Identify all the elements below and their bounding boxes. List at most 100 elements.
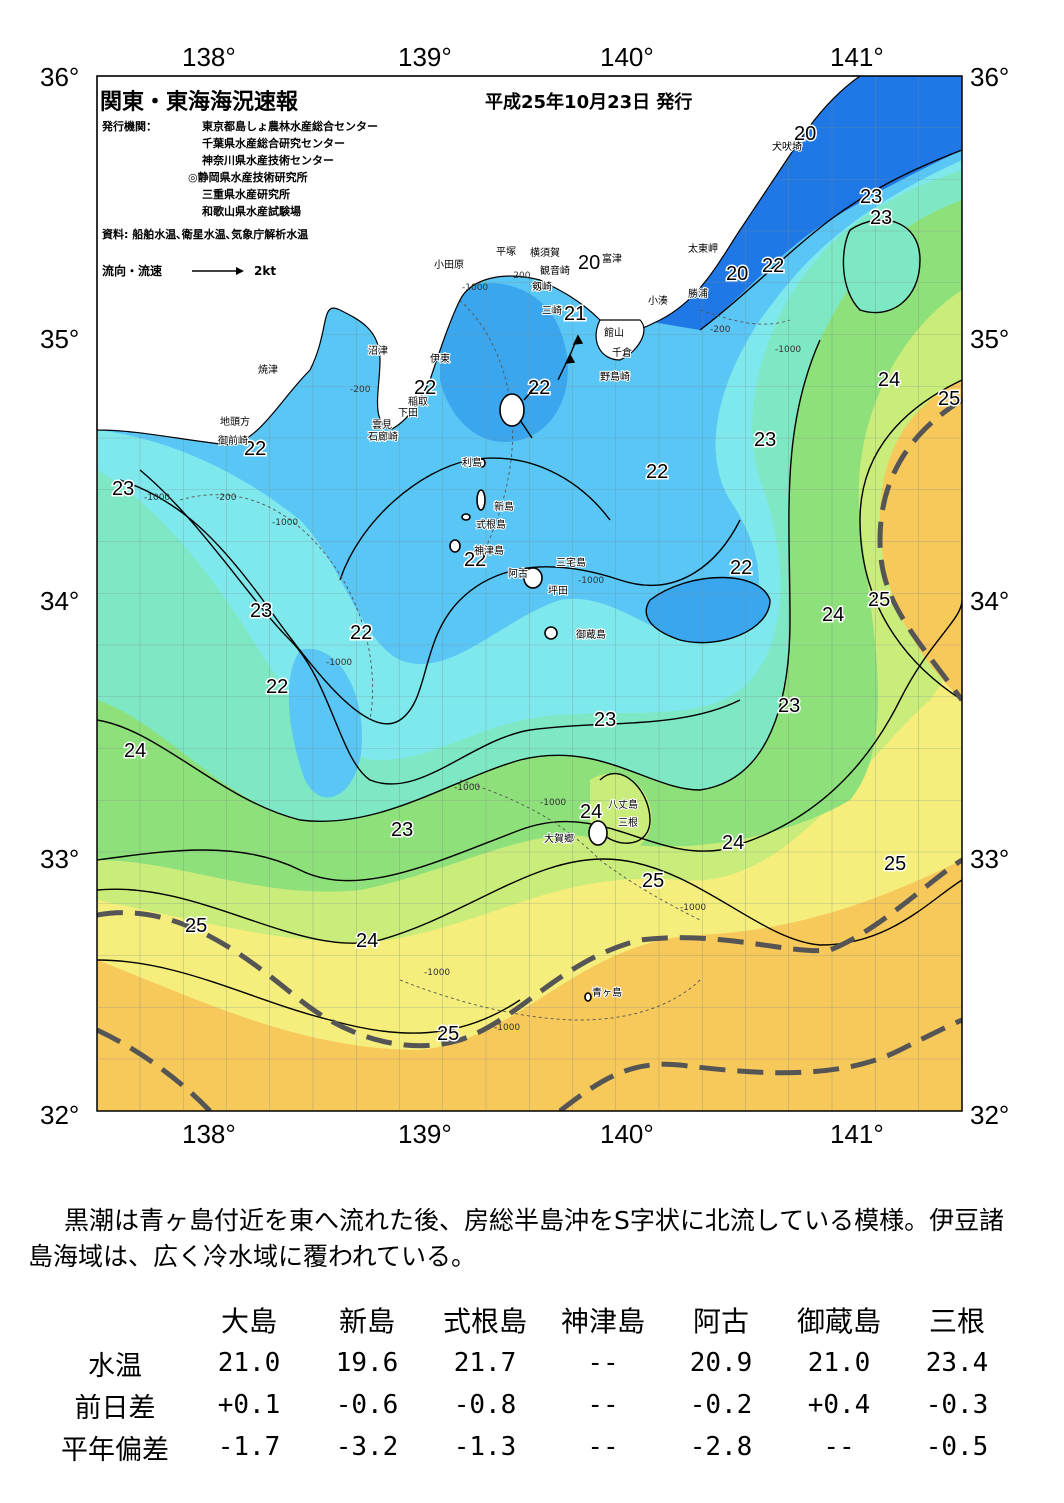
lat-label: 32°: [40, 1100, 79, 1130]
publisher-key: 発行機関：: [102, 120, 157, 133]
table-cell: 21.0: [807, 1348, 871, 1378]
place-label: 阿古: [508, 567, 528, 580]
place-label: 石廊崎: [368, 430, 398, 443]
bathymetry-contours: [179, 279, 791, 1021]
data-source: 資料: 船舶水温､衛星水温､気象庁解析水温: [102, 228, 309, 241]
place-label: 地頭方: [220, 415, 250, 428]
contour-label: 20: [578, 252, 600, 274]
contour-label: 23: [754, 429, 776, 451]
flow-legend-label: 流向・流速: [102, 264, 163, 278]
contour-label: 23: [594, 709, 616, 731]
depth-labels: -200 -1000 -200 -1000 -200 -1000 -1000 -…: [144, 271, 801, 1033]
table-header-row: 大島 新島 式根島 神津島 阿古 御蔵島 三根: [40, 1298, 1016, 1342]
table-row: 前日差 +0.1 -0.6 -0.8 -- -0.2 +0.4 -0.3: [40, 1384, 1016, 1426]
table-cell: +0.4: [807, 1390, 871, 1420]
row-header: 前日差: [74, 1392, 156, 1424]
table-cell: -1.7: [217, 1432, 281, 1462]
land: [96, 75, 862, 446]
table-cell: --: [823, 1432, 855, 1462]
place-label: 富津: [602, 252, 622, 265]
contour-label: 23: [870, 207, 892, 229]
kuroshio-axis: [97, 397, 962, 1111]
table-row: 平年偏差 -1.7 -3.2 -1.3 -- -2.8 -- -0.5: [40, 1426, 1016, 1468]
table-cell: -0.8: [453, 1390, 517, 1420]
table-cell: --: [587, 1432, 619, 1462]
contour-label: 23: [778, 695, 800, 717]
column-header: 阿古: [692, 1305, 749, 1338]
place-label: 雲見: [372, 419, 392, 431]
lon-label: 141°: [830, 42, 884, 72]
depth-label: -1000: [578, 576, 604, 586]
publisher-name: ◎静岡県水産技術研究所: [188, 171, 308, 184]
lat-label: 33°: [40, 844, 79, 874]
contour-label: 24: [722, 832, 744, 854]
contour-label: 22: [350, 622, 372, 644]
island-temperature-table: 大島 新島 式根島 神津島 阿古 御蔵島 三根 水温 21.0 19.6 21.…: [40, 1298, 1016, 1468]
place-label: 犬吠埼: [772, 140, 802, 153]
contour-label: 22: [762, 255, 784, 277]
lon-label: 138°: [182, 42, 236, 72]
current-arrows: [519, 334, 584, 439]
lat-label: 33°: [970, 844, 1009, 874]
flow-legend-value: 2kt: [254, 263, 277, 278]
contour-label: 22: [414, 377, 436, 399]
depth-label: -1000: [144, 493, 170, 503]
table-cell: 21.7: [453, 1348, 517, 1378]
lon-label: 140°: [600, 1119, 654, 1149]
lon-label: 139°: [398, 42, 452, 72]
place-label: 千倉: [612, 346, 632, 359]
table-cell: +0.1: [217, 1390, 281, 1420]
column-header: 大島: [220, 1305, 277, 1338]
table-cell: 20.9: [689, 1348, 753, 1378]
publisher-name: 東京都島しょ農林水産総合センター: [202, 120, 378, 133]
contour-label: 25: [642, 870, 664, 892]
depth-label: -200: [216, 493, 237, 503]
lat-label: 32°: [970, 1100, 1009, 1130]
contour-label: 24: [878, 369, 900, 391]
table-cell: --: [587, 1390, 619, 1420]
place-label: 平塚: [496, 246, 516, 258]
publisher-name: 神奈川県水産技術センター: [202, 154, 334, 167]
latitude-labels-left: 36° 35° 34° 33° 32°: [40, 62, 79, 1130]
place-label: 利島: [462, 456, 482, 469]
depth-label: -1000: [454, 783, 480, 793]
sea-temperature-map: 138° 139° 140° 141° 138° 139° 140° 141° …: [40, 42, 1009, 1149]
contour-label: 25: [185, 915, 207, 937]
contour-label: 24: [822, 604, 844, 626]
place-label: 館山: [604, 326, 624, 339]
row-header: 水温: [88, 1350, 142, 1382]
depth-label: -1000: [775, 345, 801, 355]
publisher-block: 発行機関： 東京都島しょ農林水産総合センター 千葉県水産総合研究センター 神奈川県…: [102, 118, 378, 220]
place-label: 小湊: [648, 294, 668, 307]
row-header: 平年偏差: [61, 1434, 169, 1466]
issue-date: 平成25年10月23日 発行: [485, 92, 693, 113]
table-cell: -0.6: [335, 1390, 399, 1420]
contour-label: 22: [730, 557, 752, 579]
publisher-name: 三重県水産研究所: [202, 188, 290, 201]
lon-label: 138°: [182, 1119, 236, 1149]
table-cell: -1.3: [453, 1432, 517, 1462]
longitude-labels-top: 138° 139° 140° 141°: [182, 42, 884, 72]
contour-label: 22: [266, 676, 288, 698]
contour-label: 25: [868, 589, 890, 611]
depth-label: -1000: [462, 283, 488, 293]
table-cell: 19.6: [335, 1348, 399, 1378]
publisher-name: 千葉県水産総合研究センター: [202, 137, 345, 150]
contour-label: 23: [860, 186, 882, 208]
column-header: 御蔵島: [796, 1305, 881, 1338]
depth-label: -1000: [680, 903, 706, 913]
depth-label: -1000: [424, 968, 450, 978]
place-label: 勝浦: [688, 287, 708, 300]
table-cell: --: [587, 1348, 619, 1378]
place-label: 三崎: [542, 304, 562, 317]
depth-label: -1000: [540, 798, 566, 808]
place-label: 剱崎: [532, 280, 552, 293]
lat-label: 35°: [970, 324, 1009, 354]
place-label: 沼津: [368, 344, 388, 357]
place-label: 坪田: [548, 584, 568, 597]
depth-label: -1000: [326, 658, 352, 668]
summary-text: 黒潮は青ヶ島付近を東へ流れた後、房総半島沖をS字状に北流している模様。伊豆諸島海…: [28, 1206, 1005, 1271]
table-cell: -2.8: [689, 1432, 753, 1462]
table-cell: -0.5: [925, 1432, 989, 1462]
depth-label: -1000: [494, 1023, 520, 1033]
